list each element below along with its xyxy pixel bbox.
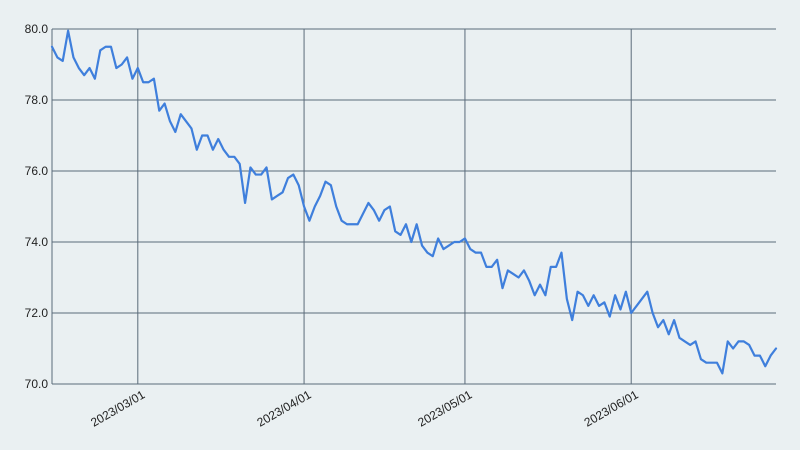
x-tick-label: 2023/06/01: [582, 387, 641, 429]
y-tick-label: 70.0: [25, 377, 49, 391]
plot-area: [52, 29, 776, 384]
y-axis-ticks: 70.0 72.0 74.0 76.0 78.0 80.0: [25, 22, 49, 391]
y-tick-label: 74.0: [25, 235, 49, 249]
x-tick-label: 2023/04/01: [255, 387, 314, 429]
y-tick-label: 76.0: [25, 164, 49, 178]
y-tick-label: 80.0: [25, 22, 49, 36]
series-line: [50, 29, 778, 375]
x-tick-label: 2023/05/01: [415, 387, 474, 429]
y-tick-label: 78.0: [25, 93, 49, 107]
x-axis-ticks: 2023/03/01 2023/04/01 2023/05/01 2023/06/01: [88, 387, 641, 429]
grid: [51, 28, 776, 385]
y-tick-label: 72.0: [25, 306, 49, 320]
x-tick-label: 2023/03/01: [88, 387, 147, 429]
